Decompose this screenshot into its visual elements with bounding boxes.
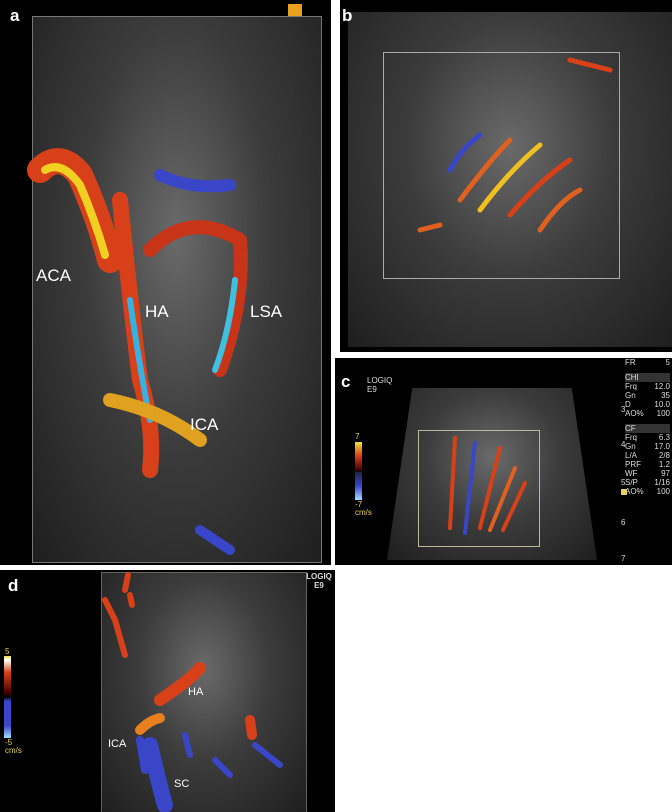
param-value: 10.0 bbox=[654, 400, 670, 409]
param-value: 5 bbox=[665, 358, 670, 367]
param-header: CHI bbox=[625, 373, 670, 382]
vessel-label-aca: ACA bbox=[36, 266, 71, 285]
panel-label: a bbox=[10, 6, 20, 25]
scale-min: -7 bbox=[355, 500, 363, 509]
scale-unit: cm/s bbox=[355, 508, 372, 517]
param-value: 1/16 bbox=[654, 478, 670, 487]
vessel-label-lsa: LSA bbox=[250, 302, 283, 321]
param-row: FR 5 bbox=[625, 358, 670, 367]
doppler-overlay-a bbox=[27, 148, 248, 555]
param-value: 1.2 bbox=[658, 460, 670, 469]
param-key: Frq bbox=[625, 382, 637, 391]
ultrasound-image-d bbox=[101, 572, 307, 812]
param-row: WF 97 bbox=[625, 469, 670, 478]
depth-tick: 6 bbox=[621, 518, 626, 527]
param-header: CF bbox=[625, 424, 670, 433]
param-key: FR bbox=[625, 358, 636, 367]
color-box bbox=[418, 430, 540, 547]
param-value: 6.3 bbox=[658, 433, 670, 442]
param-row: Gn 35 bbox=[625, 391, 670, 400]
panel-c: c LOGIQ E9 7 -7 cm/s FR 5 CHI Frq 12.0 Gn 3… bbox=[335, 358, 672, 565]
param-row: AO% 100 bbox=[625, 409, 670, 418]
scale-max: 5 bbox=[5, 647, 10, 656]
param-key: S/P bbox=[625, 478, 638, 487]
param-row: AO% 100 bbox=[625, 487, 670, 496]
param-row: L/A 2/8 bbox=[625, 451, 670, 460]
param-row: Gn 17.0 bbox=[625, 442, 670, 451]
param-value: 12.0 bbox=[654, 382, 670, 391]
logo-icon bbox=[288, 4, 302, 16]
depth-tick: 7 bbox=[621, 554, 626, 563]
vessel-label-ha: HA bbox=[188, 686, 204, 698]
scale-max: 7 bbox=[355, 432, 360, 441]
panel-label: c bbox=[341, 372, 351, 391]
ultrasound-image-b bbox=[348, 12, 672, 347]
param-value: 17.0 bbox=[654, 442, 670, 451]
param-value: 100 bbox=[656, 409, 670, 418]
param-key: PRF bbox=[625, 460, 641, 469]
vessel-label-ica: ICA bbox=[190, 415, 219, 434]
panel-label: b bbox=[342, 6, 353, 25]
doppler-overlay-d bbox=[102, 572, 283, 812]
device-label: LOGIQ E9 bbox=[306, 572, 332, 590]
doppler-overlay-c bbox=[448, 436, 527, 535]
doppler-overlay-b bbox=[417, 57, 613, 233]
panel-b: b bbox=[340, 0, 672, 352]
vessel-label-sc: SC bbox=[174, 778, 190, 790]
param-key: D bbox=[625, 400, 631, 409]
panel-d: d LOGIQ E9 5 -5 cm/s HA ICA SC bbox=[0, 570, 335, 812]
panel-label: d bbox=[8, 576, 19, 595]
depth-tick: 5 bbox=[621, 478, 626, 487]
param-key: WF bbox=[625, 469, 638, 478]
param-value: 2/8 bbox=[658, 451, 670, 460]
param-row: Frq 12.0 bbox=[625, 382, 670, 391]
velocity-scale bbox=[355, 442, 362, 500]
param-key: Gn bbox=[625, 442, 636, 451]
depth-tick: 4 bbox=[621, 440, 626, 449]
vessel-label-ica: ICA bbox=[108, 738, 127, 750]
param-row: D 10.0 bbox=[625, 400, 670, 409]
vessel-label-ha: HA bbox=[145, 302, 169, 321]
param-value: 97 bbox=[661, 469, 670, 478]
param-key: Frq bbox=[625, 433, 637, 442]
depth-tick: 3 bbox=[621, 405, 626, 414]
param-value: 35 bbox=[661, 391, 670, 400]
param-key: Gn bbox=[625, 391, 636, 400]
ultrasound-image-a bbox=[32, 16, 322, 563]
velocity-scale bbox=[4, 656, 11, 738]
color-box bbox=[383, 52, 620, 279]
parameter-list: FR 5 CHI Frq 12.0 Gn 35 D 10.0 AO% 100 CF Frq… bbox=[625, 358, 670, 496]
param-row: S/P 1/16 bbox=[625, 478, 670, 487]
param-row: Frq 6.3 bbox=[625, 433, 670, 442]
device-label: LOGIQ E9 bbox=[367, 376, 393, 394]
param-key: AO% bbox=[625, 409, 644, 418]
scale-min: -5 bbox=[5, 738, 13, 747]
param-value: 100 bbox=[656, 487, 670, 496]
scale-unit: cm/s bbox=[5, 746, 22, 755]
param-row: PRF 1.2 bbox=[625, 460, 670, 469]
param-key: L/A bbox=[625, 451, 638, 460]
panel-a: a ACA HA LSA ICA bbox=[0, 0, 331, 565]
param-key: AO% bbox=[625, 487, 644, 496]
focus-marker-icon bbox=[621, 489, 627, 495]
